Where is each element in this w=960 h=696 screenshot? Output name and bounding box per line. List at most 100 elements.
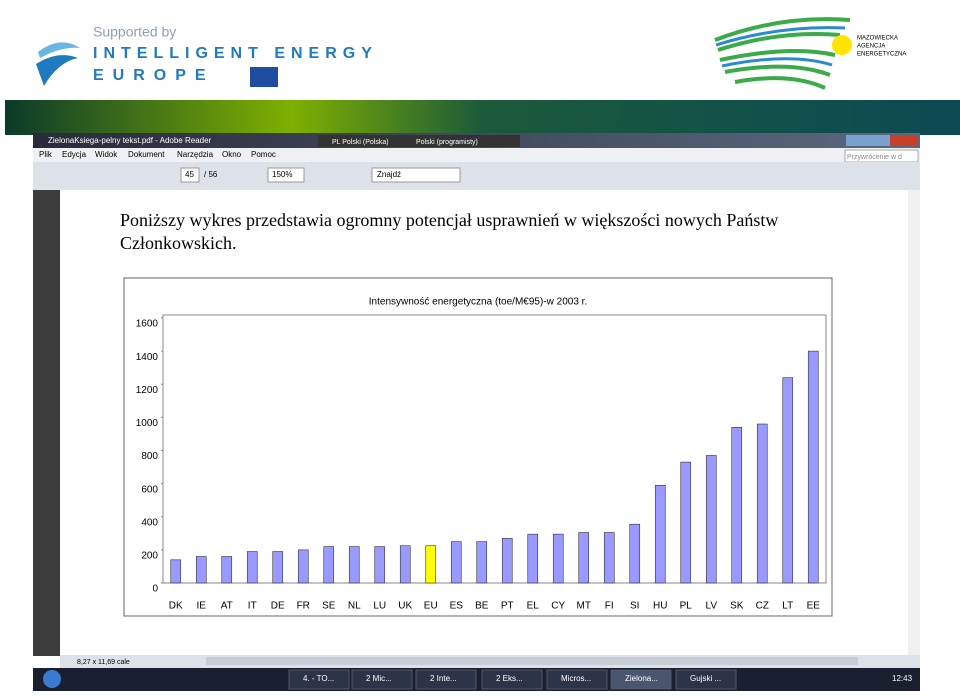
x-tick-label: DE [271,601,285,612]
x-tick-label: FR [297,601,310,612]
x-tick-label: BE [475,601,489,612]
search-box[interactable] [371,167,461,183]
maximize[interactable] [868,135,890,146]
h-scrollbar[interactable] [206,657,858,665]
y-tick-label: 0 [152,584,158,595]
bar [170,559,182,584]
bar [272,551,284,584]
banner [5,100,960,135]
partner-text: MAZOWIECKA [857,36,898,42]
task-label: 2 Mic... [366,674,392,683]
partner-logo [715,26,846,68]
y-tick-label: 200 [141,551,158,562]
y-tick-label: 800 [141,451,158,462]
bar [348,546,360,584]
task-items: 4. - TO... 2 Mic... 2 Inte... 2 Eks... Micro… [288,669,737,690]
bar [297,549,309,584]
minimize[interactable] [846,135,868,146]
close[interactable] [890,135,918,146]
task-label: 4. - TO... [303,674,334,683]
x-tick-label: NL [348,601,361,612]
partner-text: AGENCJA [857,44,885,50]
y-tick-label: 400 [141,517,158,528]
bar [221,556,233,584]
task-button[interactable] [675,669,737,690]
x-tick-label: PT [501,601,514,612]
task-label: 2 Inte... [430,674,457,683]
bar [807,350,819,584]
menu-item[interactable]: Dokument [128,150,165,159]
task-button[interactable] [288,669,350,690]
x-tick-label: LT [782,601,793,612]
partner-sun [832,35,852,55]
menu-item[interactable]: Pomoc [251,150,276,159]
pages: / 56 [204,170,218,179]
x-tick-label: ES [450,601,464,612]
bar [603,532,615,584]
task-button[interactable] [610,669,672,690]
chart-title: Intensywność energetyczna (toe/M€95)-w 2… [369,297,587,308]
bar [374,546,386,584]
menu-item[interactable]: Edycja [62,150,87,159]
x-tick-label: MT [577,601,591,612]
scrollbar[interactable] [908,190,920,656]
task-button[interactable] [481,669,543,690]
x-tick-label: EE [807,601,821,612]
task-button[interactable] [415,669,477,690]
logo-swoosh [38,42,80,58]
bar [527,533,539,584]
restore-text: Przywrócenie w d [847,154,902,161]
partner-text: ENERGETYCZNA [857,52,906,58]
x-tick-label: PL [680,601,693,612]
bar [476,541,488,584]
y-tick-label: 1400 [136,352,159,363]
page: 45 [185,170,194,179]
y-tick-label: 600 [141,484,158,495]
x-tick-label: CY [551,601,565,612]
task-label: Gujski ... [690,674,721,683]
chart: 0 200 400 600 800 1000 1200 1400 1600 DK IE AT IT DE F… [136,317,821,612]
task-button[interactable] [351,669,413,690]
y-tick-label: 1600 [136,319,159,330]
x-tick-label: AT [221,601,233,612]
bar [756,423,768,584]
task-label: 2 Eks... [496,674,523,683]
x-tick-label: SK [730,601,744,612]
zoom-input[interactable] [267,167,305,183]
page-input[interactable] [180,167,200,183]
brand: INTELLIGENT ENERGY [93,45,378,62]
paragraph-line: Poniższy wykres przedstawia ogromny pote… [120,210,778,230]
x-tick-label: HU [653,601,667,612]
paragraph-line: Członkowskich. [120,233,237,253]
y-tick-label: 1000 [136,418,159,429]
eu-flag [250,67,278,87]
bar [425,545,437,584]
start-button[interactable] [43,670,61,688]
x-tick-label: LU [373,601,386,612]
menu-item[interactable]: Okno [222,150,242,159]
brand: EUROPE [93,67,215,84]
toolbar [33,162,920,190]
x-tick-label: IE [197,601,207,612]
bar [731,427,743,584]
menu-item[interactable]: Plik [39,150,53,159]
x-tick-label: CZ [756,601,769,612]
window-title: ZielonaKsiega-pelny tekst.pdf - Adobe Re… [48,136,212,145]
supported-by: Supported by [93,24,176,40]
x-tick-label: EL [527,601,540,612]
language: PL Polski (Polska) [332,139,389,146]
language-bar [318,135,520,147]
x-tick-label: FI [605,601,614,612]
bar [323,546,335,584]
menu-item[interactable]: Narzędzia [177,150,214,159]
zoom: 150% [272,170,292,179]
menu-item[interactable]: Widok [95,150,118,159]
x-tick-label: SE [322,601,336,612]
x-tick-label: SI [630,601,639,612]
bar [552,533,564,584]
x-tick-label: LV [706,601,718,612]
partner-logo [714,17,851,90]
language: Polski (programisty) [416,139,478,146]
task-button[interactable] [546,669,608,690]
